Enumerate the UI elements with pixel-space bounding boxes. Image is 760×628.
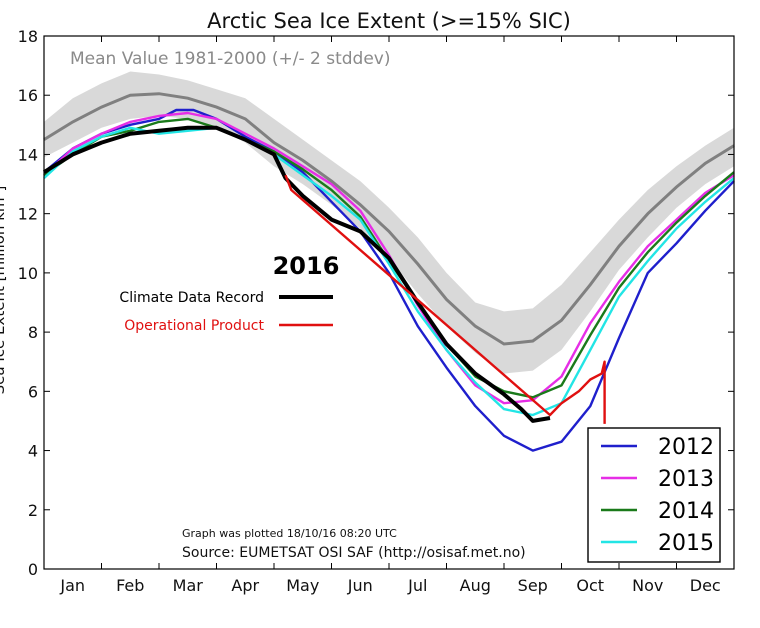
- chart-title: Arctic Sea Ice Extent (>=15% SIC): [207, 9, 571, 33]
- y-tick-label: 8: [28, 323, 38, 342]
- x-tick-label-nov: Nov: [632, 576, 663, 595]
- y-tick-label: 14: [18, 145, 38, 164]
- x-tick-label-sep: Sep: [518, 576, 548, 595]
- legend: 2012 2013 2014 2015: [587, 427, 721, 563]
- x-tick-label-may: May: [286, 576, 319, 595]
- footer-plotted: Graph was plotted 18/10/16 08:20 UTC: [182, 527, 397, 540]
- x-tick-label-jul: Jul: [407, 576, 427, 595]
- series-layer: [42, 108, 735, 452]
- series-line-2016-operational-product: [284, 174, 606, 424]
- mean-line-layer: [43, 92, 735, 346]
- legend-box: [587, 427, 721, 563]
- footer-source: Source: EUMETSAT OSI SAF (http://osisaf.…: [182, 545, 526, 561]
- stddev-band-layer: [44, 71, 734, 374]
- series-line-2015: [43, 126, 735, 417]
- legend-items: 2012 2013 2014 2015: [601, 435, 714, 556]
- series-line-2012: [43, 108, 735, 452]
- mean-line: [43, 92, 735, 346]
- y-tick-label: 10: [18, 264, 38, 283]
- y-tick-label: 12: [18, 205, 38, 224]
- legend-label-2014: 2014: [658, 499, 714, 524]
- x-tick-label-jan: Jan: [59, 576, 85, 595]
- y-tick-label: 18: [18, 27, 38, 46]
- legend-label-2015: 2015: [658, 531, 714, 556]
- x-tick-label-aug: Aug: [460, 576, 491, 595]
- annotation-operational-label: Operational Product: [124, 318, 264, 334]
- x-tick-label-jun: Jun: [347, 576, 373, 595]
- x-tick-label-oct: Oct: [576, 576, 604, 595]
- annotation-year: 2016: [273, 252, 340, 280]
- x-tick-label-apr: Apr: [231, 576, 259, 595]
- x-tick-label-feb: Feb: [116, 576, 144, 595]
- legend-label-2012: 2012: [658, 435, 714, 460]
- legend-label-2013: 2013: [658, 467, 714, 492]
- y-axis-label: Sea Ice Extent [million km²]: [0, 186, 8, 395]
- y-tick-label: 6: [28, 382, 38, 401]
- x-axis-ticks: Jan Feb Mar Apr May Jun Jul Aug Sep Oct Nov Dec: [43, 36, 735, 595]
- y-tick-label: 4: [28, 442, 38, 461]
- y-axis-ticks: 0 2 4 6 8 10 12 14 16 18: [18, 27, 734, 579]
- stddev-band: [44, 71, 734, 374]
- series-line-2016-climate-data-record: [42, 125, 551, 423]
- band-label: Mean Value 1981-2000 (+/- 2 stddev): [70, 49, 391, 69]
- y-tick-label: 16: [18, 86, 38, 105]
- y-tick-label: 2: [28, 501, 38, 520]
- x-tick-label-dec: Dec: [690, 576, 721, 595]
- series-line-2013: [43, 111, 735, 405]
- x-tick-label-mar: Mar: [173, 576, 204, 595]
- annotation-climate-label: Climate Data Record: [119, 290, 264, 306]
- y-tick-label: 0: [28, 560, 38, 579]
